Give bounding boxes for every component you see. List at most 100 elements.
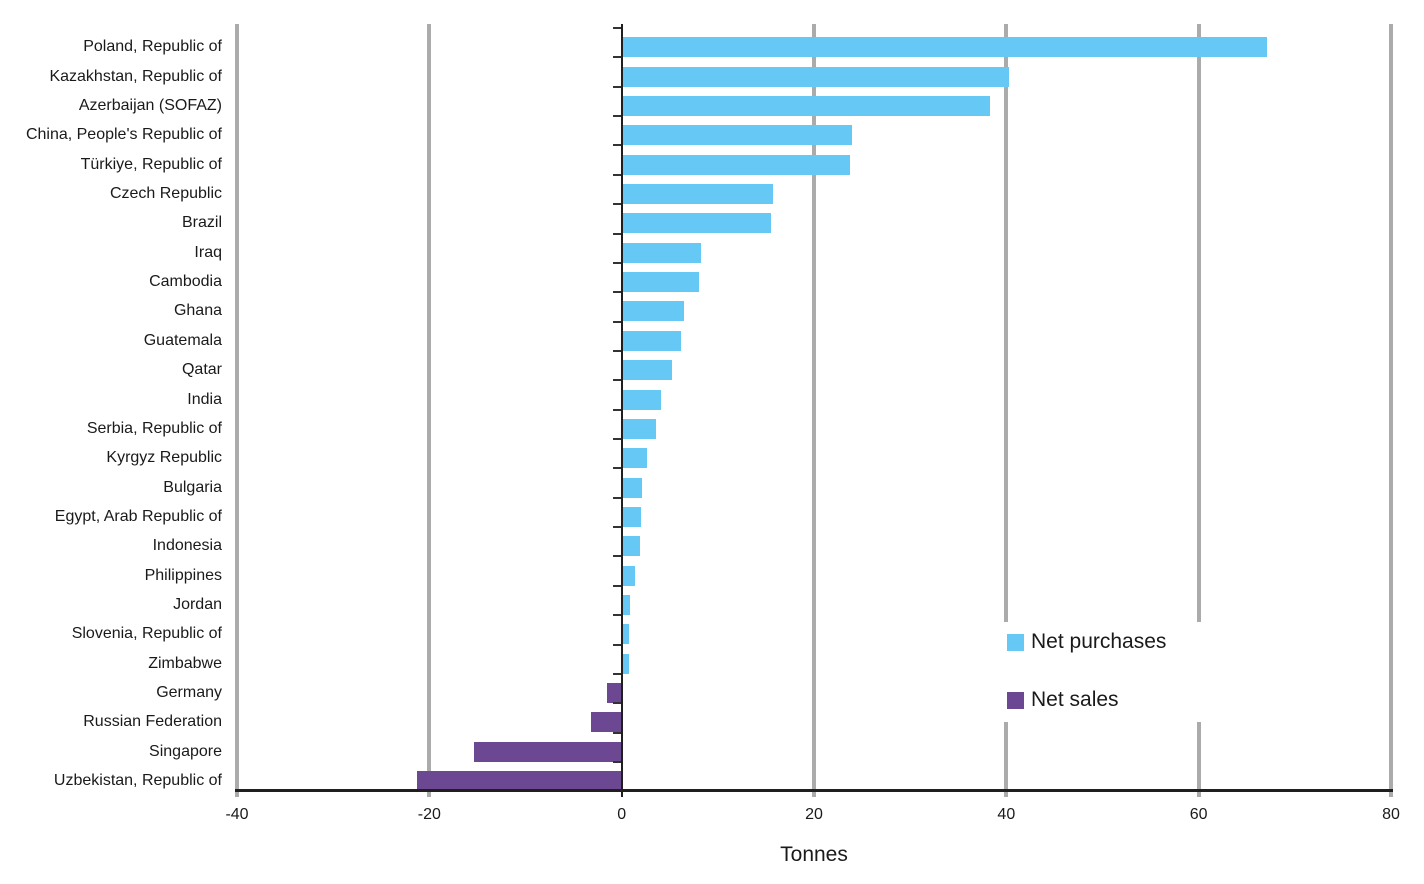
category-tick xyxy=(612,261,621,264)
bar-azerbaijan-sofaz xyxy=(621,95,990,116)
x-tick-label--20: -20 xyxy=(417,806,441,823)
bar-russian-federation xyxy=(590,712,622,733)
category-label-china-people-s-republic-of: China, People's Republic of xyxy=(25,126,222,144)
category-tick xyxy=(612,438,621,441)
category-tick xyxy=(612,584,621,587)
category-label-russian-federation: Russian Federation xyxy=(83,713,222,731)
category-label-jordan: Jordan xyxy=(173,596,222,614)
bar-slovenia-republic-of xyxy=(621,624,630,645)
category-label-slovenia-republic-of: Slovenia, Republic of xyxy=(71,625,222,643)
category-tick xyxy=(612,555,621,558)
category-label-qatar: Qatar xyxy=(181,361,222,379)
category-tick xyxy=(612,232,621,235)
category-label-serbia-republic-of: Serbia, Republic of xyxy=(86,419,222,437)
bar-bulgaria xyxy=(621,477,642,498)
category-label-cambodia: Cambodia xyxy=(149,273,222,291)
bar-china-people-s-republic-of xyxy=(621,125,853,146)
category-tick xyxy=(612,702,621,705)
category-tick xyxy=(612,85,621,88)
bar-czech-republic xyxy=(621,183,773,204)
category-label-bulgaria: Bulgaria xyxy=(163,478,222,496)
x-tick-label-40: 40 xyxy=(997,806,1016,823)
net-sales-swatch xyxy=(1007,691,1024,709)
category-label-azerbaijan-sofaz: Azerbaijan (SOFAZ) xyxy=(78,96,222,114)
zero-axis-line xyxy=(620,24,623,797)
bar-indonesia xyxy=(621,536,640,557)
bar-cambodia xyxy=(621,272,699,293)
bar-serbia-republic-of xyxy=(621,418,657,439)
category-tick xyxy=(612,291,621,294)
category-tick xyxy=(612,643,621,646)
category-label-egypt-arab-republic-of: Egypt, Arab Republic of xyxy=(54,507,222,525)
category-label-india: India xyxy=(187,390,222,408)
category-label-poland-republic-of: Poland, Republic of xyxy=(83,38,222,56)
category-tick xyxy=(612,27,621,29)
category-tick xyxy=(612,614,621,617)
x-tick-label-20: 20 xyxy=(805,806,823,823)
category-tick xyxy=(612,173,621,176)
category-label-czech-republic: Czech Republic xyxy=(109,184,222,202)
bar-brazil xyxy=(621,213,771,234)
bar-iraq xyxy=(621,242,702,263)
x-tick-label-60: 60 xyxy=(1189,806,1208,823)
gridline-x--40 xyxy=(235,24,239,797)
bar-philippines xyxy=(621,565,636,586)
bar-kyrgyz-republic xyxy=(621,448,647,469)
bar-t-rkiye-republic-of xyxy=(621,154,850,175)
bar-germany xyxy=(607,683,622,704)
x-tick-label-80: 80 xyxy=(1382,806,1400,823)
category-tick xyxy=(612,672,621,675)
category-tick xyxy=(612,144,621,147)
category-label-brazil: Brazil xyxy=(181,214,222,232)
x-axis-title: Tonnes xyxy=(780,843,848,866)
bar-ghana xyxy=(621,301,685,322)
x-tick-label-0: 0 xyxy=(617,806,627,823)
category-tick xyxy=(612,408,621,411)
category-label-t-rkiye-republic-of: Türkiye, Republic of xyxy=(80,155,222,173)
category-tick xyxy=(612,379,621,382)
legend: Net purchases Net sales xyxy=(985,622,1277,722)
legend-label-net-sales: Net sales xyxy=(1031,688,1119,711)
bar-jordan xyxy=(621,595,631,616)
category-label-zimbabwe: Zimbabwe xyxy=(148,654,222,672)
bar-india xyxy=(621,389,662,410)
bar-egypt-arab-republic-of xyxy=(621,506,641,527)
category-label-indonesia: Indonesia xyxy=(152,537,222,555)
gridline-x-40 xyxy=(1004,24,1009,797)
category-tick xyxy=(612,496,621,499)
x-axis-line xyxy=(235,789,1393,792)
category-label-ghana: Ghana xyxy=(173,302,222,320)
category-tick xyxy=(612,203,621,206)
category-tick xyxy=(612,761,621,763)
bar-zimbabwe xyxy=(621,653,630,674)
bar-uzbekistan-republic-of xyxy=(416,771,622,792)
bar-singapore xyxy=(473,741,622,762)
bar-kazakhstan-republic-of xyxy=(621,66,1010,87)
gridline-x--20 xyxy=(427,24,432,797)
gridline-x-20 xyxy=(812,24,816,797)
category-label-kazakhstan-republic-of: Kazakhstan, Republic of xyxy=(49,67,222,85)
category-label-guatemala: Guatemala xyxy=(143,331,222,349)
net-purchases-swatch xyxy=(1007,633,1024,651)
category-label-uzbekistan-republic-of: Uzbekistan, Republic of xyxy=(53,772,222,790)
gridline-x-80 xyxy=(1389,24,1393,797)
category-tick xyxy=(612,526,621,529)
gridline-x-60 xyxy=(1196,24,1201,797)
category-tick xyxy=(612,349,621,352)
category-tick xyxy=(612,467,621,470)
bar-poland-republic-of xyxy=(621,37,1267,58)
category-label-singapore: Singapore xyxy=(149,742,222,760)
bar-guatemala xyxy=(621,330,682,351)
category-label-kyrgyz-republic: Kyrgyz Republic xyxy=(106,449,222,467)
category-tick xyxy=(612,731,621,734)
category-tick xyxy=(612,320,621,323)
category-tick xyxy=(612,115,621,118)
x-tick-label--40: -40 xyxy=(225,806,249,823)
category-label-philippines: Philippines xyxy=(144,566,222,584)
legend-item-net-purchases: Net purchases xyxy=(985,630,1277,654)
category-label-germany: Germany xyxy=(156,684,222,702)
legend-label-net-purchases: Net purchases xyxy=(1031,630,1167,653)
category-tick xyxy=(612,56,621,59)
category-label-iraq: Iraq xyxy=(194,243,222,261)
